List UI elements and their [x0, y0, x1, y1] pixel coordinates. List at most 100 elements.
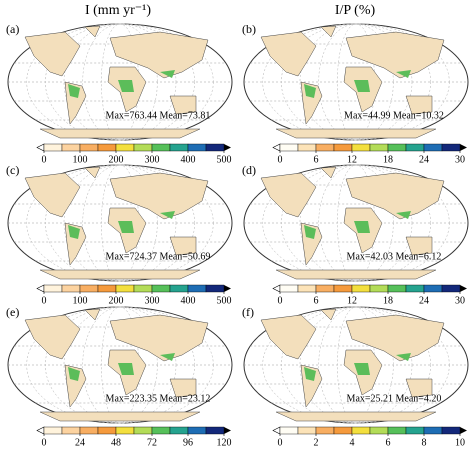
colorbar-segment	[205, 143, 225, 152]
colorbar-segment	[315, 143, 335, 152]
colorbar-segment	[387, 426, 407, 435]
column-title: I (mm yr⁻¹)	[85, 3, 151, 18]
colorbar-arrow	[460, 144, 467, 151]
colorbar-segment	[441, 426, 461, 435]
colorbar-segment	[151, 426, 171, 435]
colorbar-segment	[297, 426, 317, 435]
stats: Max=25.21 Mean=4.20	[347, 393, 442, 404]
colorbar-segment	[405, 284, 425, 293]
colorbar-segment	[205, 284, 225, 293]
colorbar-tick-label: 24	[419, 295, 429, 306]
colorbar-segment	[97, 284, 117, 293]
map-panel: (f) Max=25.21 Mean=4.20 0 2 4 6 8 10	[242, 305, 469, 448]
graticule	[262, 164, 450, 282]
colorbar-segment	[441, 143, 461, 152]
panel-label: (d)	[242, 163, 256, 177]
column-title: I/P (%)	[335, 3, 376, 18]
colorbar-segment	[279, 143, 299, 152]
map-panel: (a) Max=763.44 Mean=73.81 0 100 200 300 400 500	[6, 22, 233, 165]
colorbar-segment	[405, 426, 425, 435]
colorbar-tick-label: 0	[278, 295, 283, 306]
colorbar-tick-label: 72	[147, 437, 157, 448]
stats: Max=44.99 Mean=10.32	[344, 110, 444, 121]
colorbar-segment	[151, 284, 171, 293]
colorbar-segment	[369, 143, 389, 152]
colorbar-segment	[61, 143, 81, 152]
graticule	[262, 23, 450, 141]
colorbar-tick-label: 0	[278, 437, 283, 448]
colorbar-tick-label: 12	[347, 154, 357, 165]
colorbar-tick-label: 400	[181, 295, 196, 306]
colorbar-tick-label: 6	[386, 437, 391, 448]
colorbar-segment	[43, 284, 63, 293]
colorbar-tick-label: 18	[383, 154, 393, 165]
graticule	[26, 306, 214, 424]
colorbar-tick-label: 12	[347, 295, 357, 306]
colorbar-arrow	[224, 427, 231, 434]
colorbar-tick-label: 500	[217, 154, 232, 165]
graticule	[82, 306, 158, 424]
colorbar-tick-label: 48	[111, 437, 121, 448]
map-panel: (b) Max=44.99 Mean=10.32 0 6 12 18 24 30	[242, 22, 469, 165]
panel-label: (e)	[6, 305, 19, 319]
colorbar-segment	[441, 284, 461, 293]
colorbar-tick-label: 200	[109, 154, 124, 165]
graticule	[318, 164, 394, 282]
colorbar-tick-label: 400	[181, 154, 196, 165]
colorbar-tick-label: 6	[314, 154, 319, 165]
colorbar-segment	[315, 284, 335, 293]
graticule	[26, 164, 214, 282]
colorbar-segment	[423, 143, 443, 152]
colorbar-segment	[387, 143, 407, 152]
colorbar-tick-label: 500	[217, 295, 232, 306]
colorbar-tick-label: 100	[73, 295, 88, 306]
map-panel: (d) Max=42.03 Mean=6.12 0 6 12 18 24 30	[242, 163, 469, 306]
colorbar-tick-label: 0	[42, 154, 47, 165]
graticule	[318, 23, 394, 141]
colorbar-segment	[169, 284, 189, 293]
colorbar-tick-label: 0	[42, 437, 47, 448]
colorbar-segment	[333, 284, 353, 293]
colorbar-tick-label: 30	[455, 154, 465, 165]
stats: Max=724.37 Mean=50.69	[106, 251, 211, 262]
colorbar-segment	[333, 143, 353, 152]
colorbar-segment	[279, 284, 299, 293]
colorbar-segment	[351, 426, 371, 435]
colorbar-segment	[115, 284, 135, 293]
colorbar-segment	[151, 143, 171, 152]
panel-label: (b)	[242, 22, 256, 36]
colorbar-segment	[369, 426, 389, 435]
colorbar-arrow	[224, 285, 231, 292]
colorbar-segment	[423, 426, 443, 435]
colorbar-tick-label: 120	[217, 437, 232, 448]
colorbar-segment	[297, 284, 317, 293]
colorbar-arrow	[460, 427, 467, 434]
colorbar-tick-label: 0	[278, 154, 283, 165]
stats: Max=223.35 Mean=23.12	[106, 393, 211, 404]
graticule	[82, 23, 158, 141]
colorbar-segment	[97, 426, 117, 435]
colorbar-tick-label: 0	[42, 295, 47, 306]
colorbar-segment	[351, 284, 371, 293]
colorbar-segment	[79, 143, 99, 152]
colorbar-segment	[333, 426, 353, 435]
colorbar-segment	[369, 284, 389, 293]
graticule	[318, 306, 394, 424]
colorbar-segment	[405, 143, 425, 152]
colorbar-segment	[315, 426, 335, 435]
colorbar-segment	[169, 426, 189, 435]
colorbar-tick-label: 96	[183, 437, 193, 448]
colorbar-arrow	[460, 285, 467, 292]
stats: Max=763.44 Mean=73.81	[106, 110, 211, 121]
colorbar-segment	[43, 426, 63, 435]
colorbar-tick-label: 6	[314, 295, 319, 306]
colorbar-tick-label: 24	[419, 154, 429, 165]
panel-label: (f)	[242, 305, 254, 319]
colorbar-arrow	[36, 143, 45, 152]
colorbar-segment	[351, 143, 371, 152]
colorbar-segment	[387, 284, 407, 293]
colorbar-arrow	[272, 143, 281, 152]
colorbar-segment	[79, 426, 99, 435]
map-panel: (e) Max=223.35 Mean=23.12 0 24 48 72 96 120	[6, 305, 233, 448]
